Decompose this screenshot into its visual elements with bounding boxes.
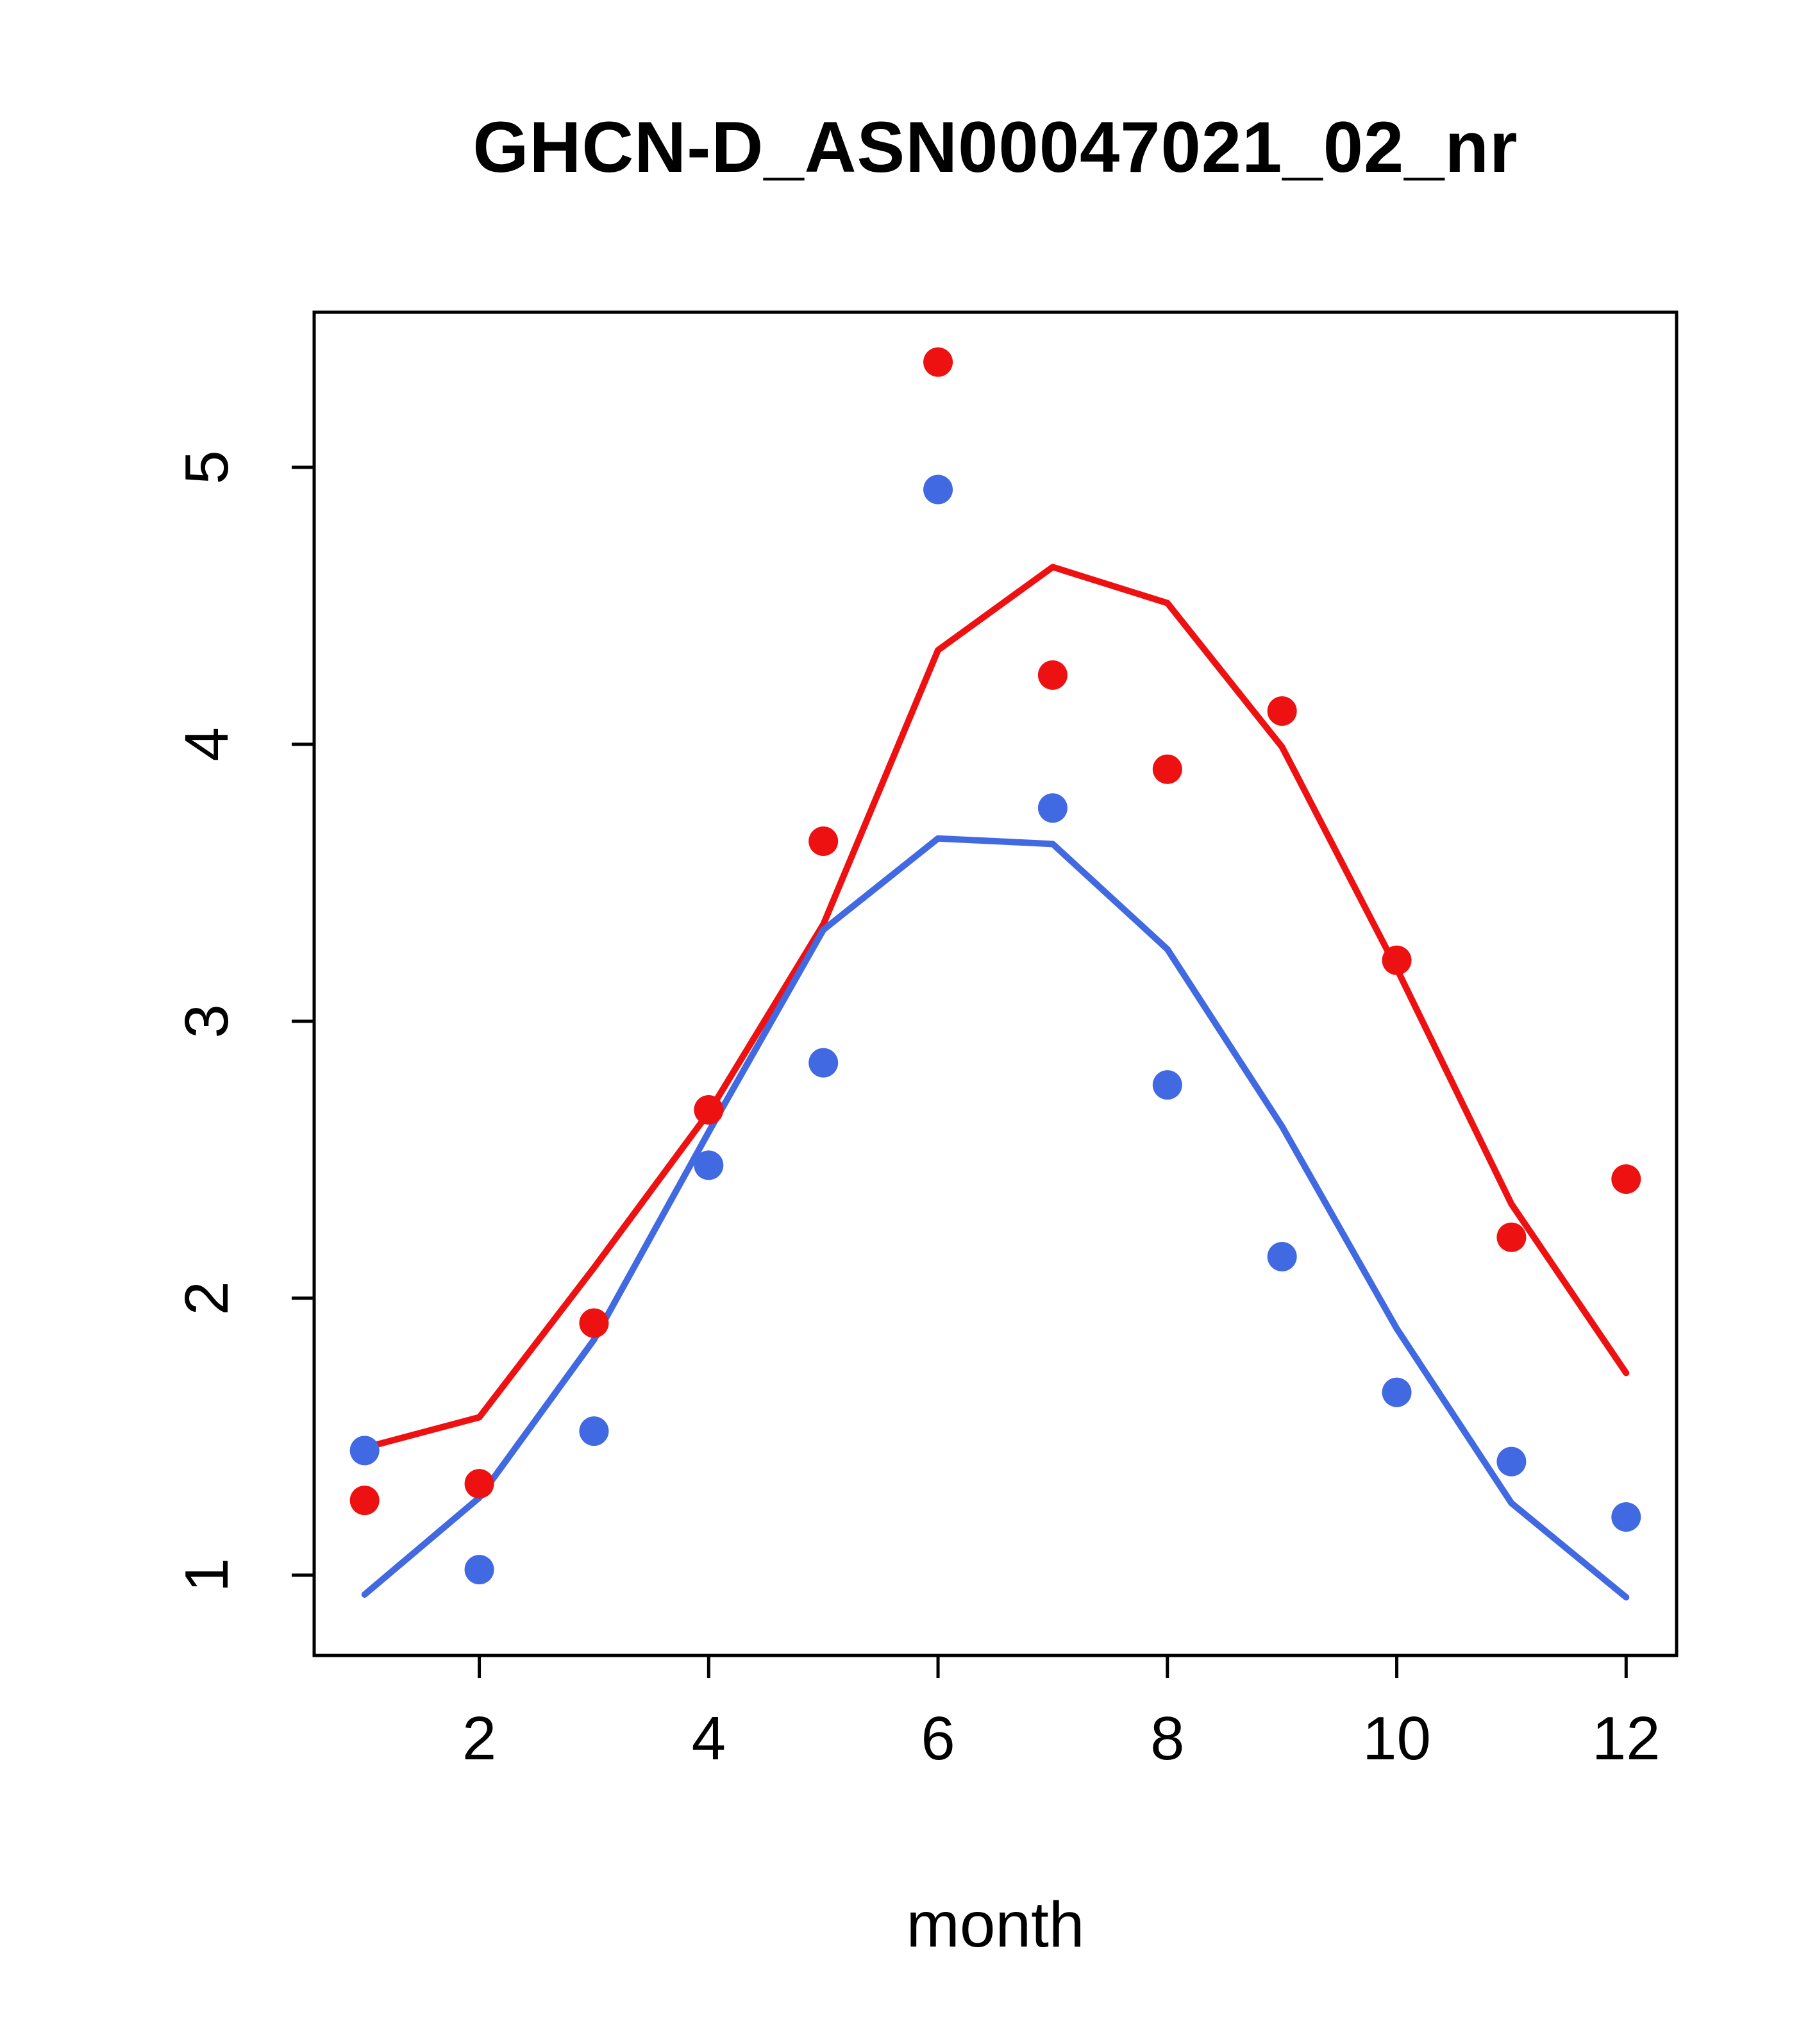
red-fit-line xyxy=(361,564,1630,1452)
red-points-marker xyxy=(1382,945,1412,975)
x-axis-label: month xyxy=(906,1889,1085,1961)
x-tick-label: 8 xyxy=(1150,1704,1184,1773)
blue-points-marker xyxy=(808,1048,839,1078)
y-axis: 1 2 3 4 5 xyxy=(172,450,314,1592)
y-tick-label: 2 xyxy=(172,1281,241,1315)
red-points-marker xyxy=(1496,1222,1527,1252)
blue-points-marker xyxy=(1496,1446,1527,1477)
red-points-marker xyxy=(1152,754,1182,784)
red-points-marker xyxy=(579,1308,609,1338)
red-points-marker xyxy=(694,1095,724,1125)
blue-points-marker xyxy=(1037,793,1068,823)
blue-points-marker xyxy=(694,1150,724,1180)
blue-points-marker xyxy=(1267,1241,1297,1271)
red-points-marker xyxy=(923,347,953,377)
plot-box xyxy=(312,310,1679,1657)
red-points xyxy=(349,347,1641,1516)
blue-fit-line xyxy=(361,835,1630,1601)
blue-points-marker xyxy=(923,474,953,505)
blue-points-marker xyxy=(1382,1377,1412,1407)
red-points-marker xyxy=(1037,660,1068,690)
chart-title: GHCN-D_ASN00047021_02_nr xyxy=(473,107,1518,187)
x-tick-label: 10 xyxy=(1362,1704,1431,1773)
y-tick-label: 3 xyxy=(172,1004,241,1038)
x-tick-label: 2 xyxy=(462,1704,496,1773)
red-points-marker xyxy=(808,826,839,857)
blue-points-marker xyxy=(1611,1502,1641,1532)
red-points-marker xyxy=(1611,1164,1641,1194)
y-tick-label: 1 xyxy=(172,1558,241,1592)
red-points-marker xyxy=(1267,696,1297,726)
red-points-marker xyxy=(349,1486,380,1516)
blue-points xyxy=(349,474,1641,1585)
x-tick-label: 12 xyxy=(1592,1704,1661,1773)
red-points-marker xyxy=(464,1469,494,1499)
blue-points-marker xyxy=(464,1555,494,1585)
x-tick-label: 4 xyxy=(692,1704,726,1773)
blue-points-marker xyxy=(349,1436,380,1466)
y-tick-label: 4 xyxy=(172,727,241,761)
x-tick-label: 6 xyxy=(921,1704,955,1773)
x-axis: 2 4 6 8 10 12 xyxy=(462,1655,1661,1773)
blue-points-marker xyxy=(579,1416,609,1446)
blue-points-marker xyxy=(1152,1070,1182,1100)
y-tick-label: 5 xyxy=(172,450,241,484)
